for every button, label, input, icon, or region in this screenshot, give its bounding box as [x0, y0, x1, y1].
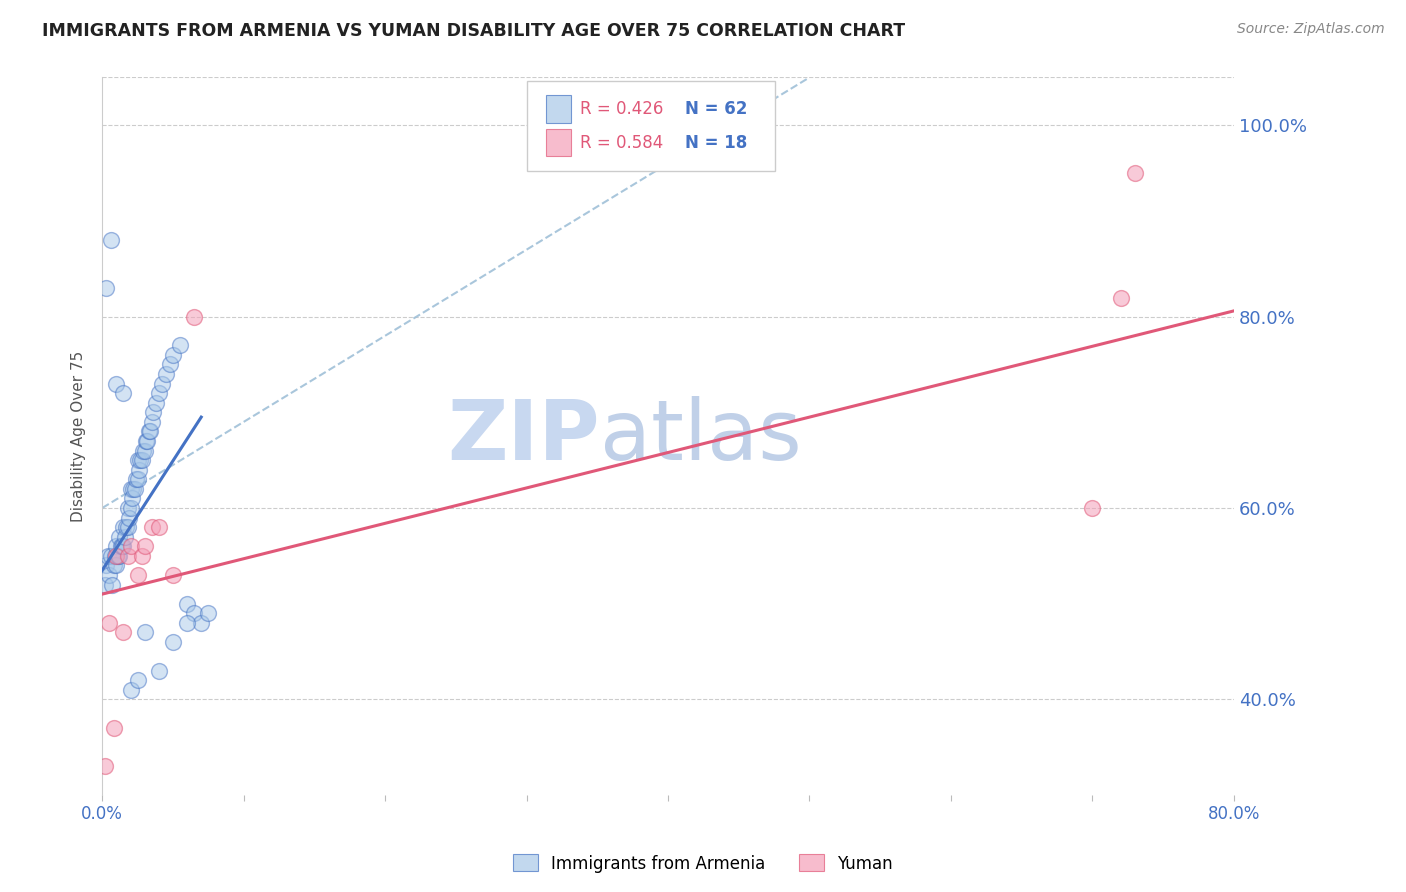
Point — [148, 664, 170, 678]
Point — [132, 443, 155, 458]
Text: ZIP: ZIP — [447, 396, 600, 476]
Point — [134, 625, 156, 640]
Text: R = 0.426: R = 0.426 — [579, 100, 664, 118]
Point — [108, 549, 131, 563]
Point — [131, 549, 153, 563]
Point — [100, 233, 122, 247]
Point — [129, 453, 152, 467]
Point — [162, 348, 184, 362]
Point — [98, 568, 121, 582]
Point — [131, 453, 153, 467]
Bar — [546, 95, 571, 123]
FancyBboxPatch shape — [527, 81, 776, 170]
Point — [127, 568, 149, 582]
Point — [120, 501, 142, 516]
Point — [155, 367, 177, 381]
Point — [162, 568, 184, 582]
Point — [112, 539, 135, 553]
Point — [148, 386, 170, 401]
Point — [96, 558, 118, 573]
Point — [125, 472, 148, 486]
Point — [114, 530, 136, 544]
Point — [124, 482, 146, 496]
Point — [183, 607, 205, 621]
Point — [148, 520, 170, 534]
Point — [94, 759, 117, 773]
Point — [135, 434, 157, 448]
Point — [127, 472, 149, 486]
Point — [150, 376, 173, 391]
Point — [138, 425, 160, 439]
Point — [112, 386, 135, 401]
Point — [94, 577, 117, 591]
Point — [97, 549, 120, 563]
Point — [176, 597, 198, 611]
Point — [112, 625, 135, 640]
Point — [134, 539, 156, 553]
Point — [121, 491, 143, 506]
Point — [120, 539, 142, 553]
Text: IMMIGRANTS FROM ARMENIA VS YUMAN DISABILITY AGE OVER 75 CORRELATION CHART: IMMIGRANTS FROM ARMENIA VS YUMAN DISABIL… — [42, 22, 905, 40]
Point — [141, 520, 163, 534]
Point — [117, 520, 139, 534]
Point — [122, 482, 145, 496]
Text: R = 0.584: R = 0.584 — [579, 134, 664, 152]
Point — [1109, 291, 1132, 305]
Point — [96, 281, 118, 295]
Point — [159, 358, 181, 372]
Point — [162, 635, 184, 649]
Point — [111, 539, 134, 553]
Point — [110, 539, 132, 553]
Point — [134, 443, 156, 458]
Point — [136, 434, 159, 448]
Point — [142, 405, 165, 419]
Point — [98, 615, 121, 630]
Point — [115, 520, 138, 534]
Point — [105, 376, 128, 391]
Point — [120, 482, 142, 496]
Point — [120, 682, 142, 697]
Point — [105, 549, 128, 563]
Point — [103, 558, 125, 573]
Point — [1123, 166, 1146, 180]
Point — [197, 607, 219, 621]
Point — [176, 615, 198, 630]
Point — [100, 549, 122, 563]
Point — [103, 721, 125, 735]
Text: N = 18: N = 18 — [685, 134, 747, 152]
Point — [101, 577, 124, 591]
Text: atlas: atlas — [600, 396, 801, 476]
Point — [118, 510, 141, 524]
Point — [145, 396, 167, 410]
Text: N = 62: N = 62 — [685, 100, 748, 118]
Point — [105, 558, 128, 573]
Bar — [546, 129, 571, 156]
Point — [127, 453, 149, 467]
Legend: Immigrants from Armenia, Yuman: Immigrants from Armenia, Yuman — [506, 847, 900, 880]
Point — [190, 615, 212, 630]
Point — [128, 463, 150, 477]
Point — [1081, 501, 1104, 516]
Point — [107, 549, 129, 563]
Point — [141, 415, 163, 429]
Point — [105, 539, 128, 553]
Point — [117, 549, 139, 563]
Y-axis label: Disability Age Over 75: Disability Age Over 75 — [72, 351, 86, 522]
Point — [108, 530, 131, 544]
Point — [139, 425, 162, 439]
Point — [117, 501, 139, 516]
Point — [104, 549, 127, 563]
Text: Source: ZipAtlas.com: Source: ZipAtlas.com — [1237, 22, 1385, 37]
Point — [169, 338, 191, 352]
Point — [127, 673, 149, 688]
Point — [183, 310, 205, 324]
Point — [112, 520, 135, 534]
